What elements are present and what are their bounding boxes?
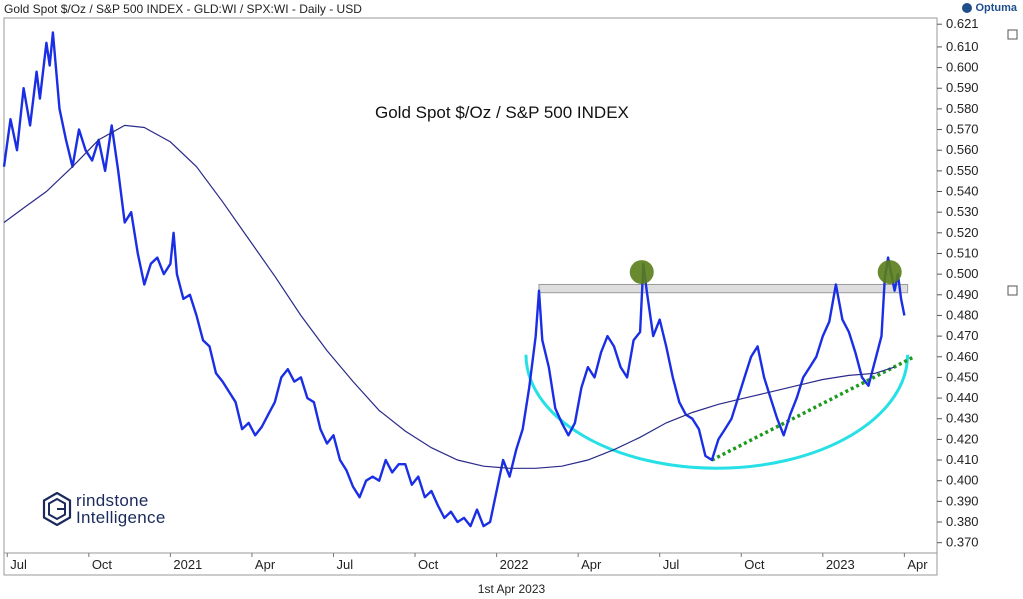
markers-group — [629, 260, 902, 285]
scale-controls[interactable] — [1007, 29, 1018, 296]
x-tick-label: 2021 — [173, 557, 202, 572]
y-tick-label: 0.500 — [946, 266, 979, 281]
y-tick-label: 0.610 — [946, 39, 979, 54]
x-tick-label: Jul — [336, 557, 353, 572]
y-tick-label: 0.530 — [946, 204, 979, 219]
y-tick-label: 0.510 — [946, 245, 979, 260]
y-tick-label: 0.540 — [946, 184, 979, 199]
y-tick-label: 0.590 — [946, 80, 979, 95]
brand-name: Optuma — [975, 2, 1017, 14]
y-tick-label: 0.621 — [946, 16, 979, 31]
y-tick-label: 0.560 — [946, 142, 979, 157]
x-axis: Jul Oct 2021 Apr Jul Oct 2022 Apr Jul Oct 2023 Apr — [6, 553, 928, 572]
y-tick-label: 0.580 — [946, 101, 979, 116]
y-tick-label: 0.430 — [946, 411, 979, 426]
watermark-line1: rindstone — [76, 491, 149, 510]
y-tick-label: 0.380 — [946, 514, 979, 529]
cup-arc — [524, 354, 910, 470]
x-tick-label: 2022 — [500, 557, 529, 572]
optuma-icon — [962, 3, 973, 13]
y-tick-label: 0.420 — [946, 431, 979, 446]
y-tick-label: 0.410 — [946, 452, 979, 467]
zoom-icon[interactable] — [1007, 285, 1018, 296]
chart-title: Gold Spot $/Oz / S&P 500 INDEX — [375, 103, 629, 122]
y-tick-label: 0.460 — [946, 349, 979, 364]
x-axis-band — [3, 552, 938, 576]
y-tick-label: 0.400 — [946, 473, 979, 488]
x-tick-label: 2023 — [826, 557, 855, 572]
y-tick-label: 0.520 — [946, 225, 979, 240]
series-group — [2, 31, 906, 528]
y-tick-label: 0.440 — [946, 390, 979, 405]
y-tick-label: 0.450 — [946, 369, 979, 384]
watermark-logo: rindstone Intelligence — [42, 492, 166, 526]
brand-logo: Optuma — [962, 2, 1017, 14]
resistance-band — [538, 283, 909, 294]
support-trendline — [711, 355, 915, 462]
annotations — [524, 283, 915, 470]
x-tick-label: Apr — [581, 557, 602, 572]
y-tick-label: 0.480 — [946, 307, 979, 322]
y-tick-label: 0.470 — [946, 328, 979, 343]
x-tick-label: Apr — [907, 557, 928, 572]
lock-icon[interactable] — [1007, 29, 1018, 40]
chart-header: Gold Spot $/Oz / S&P 500 INDEX - GLD:WI … — [4, 2, 362, 16]
x-tick-label: Apr — [255, 557, 276, 572]
y-tick-label: 0.570 — [946, 122, 979, 137]
hexagon-logo-icon — [42, 492, 72, 526]
y-tick-label: 0.370 — [946, 535, 979, 550]
x-tick-label: Jul — [663, 557, 680, 572]
moving-average-line — [3, 124, 895, 469]
y-axis: 0.621 0.610 0.600 0.590 0.580 0.570 0.560 0.550… — [937, 16, 979, 550]
y-tick-label: 0.550 — [946, 163, 979, 178]
y-tick-label: 0.390 — [946, 493, 979, 508]
x-tick-label: Jul — [10, 557, 27, 572]
watermark-line2: Intelligence — [76, 508, 166, 527]
x-tick-label: Oct — [744, 557, 765, 572]
y-tick-label: 0.490 — [946, 287, 979, 302]
footer-date: 1st Apr 2023 — [477, 582, 546, 596]
peak-marker — [877, 260, 902, 285]
price-line — [2, 31, 906, 528]
x-tick-label: Oct — [418, 557, 439, 572]
peak-marker — [629, 260, 654, 285]
x-tick-label: Oct — [92, 557, 113, 572]
y-tick-label: 0.600 — [946, 60, 979, 75]
